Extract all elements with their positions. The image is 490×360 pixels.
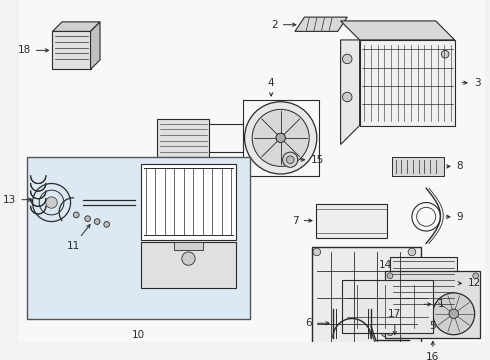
Bar: [312, 247, 421, 356]
Polygon shape: [91, 22, 100, 69]
Text: 12: 12: [458, 278, 481, 288]
Circle shape: [182, 252, 195, 265]
Circle shape: [433, 293, 475, 335]
Text: 6: 6: [305, 318, 329, 328]
Bar: [385, 271, 480, 338]
Bar: [27, 157, 250, 319]
Circle shape: [85, 216, 91, 221]
Circle shape: [449, 309, 459, 319]
Text: 7: 7: [292, 216, 312, 226]
Bar: [350, 255, 371, 276]
Circle shape: [276, 133, 286, 143]
Polygon shape: [360, 40, 455, 126]
Text: 18: 18: [17, 45, 49, 55]
Text: 4: 4: [268, 78, 274, 96]
Circle shape: [286, 156, 294, 163]
Polygon shape: [341, 40, 360, 144]
Polygon shape: [341, 21, 455, 40]
Bar: [141, 163, 236, 240]
Text: 13: 13: [3, 195, 31, 205]
Text: 3: 3: [462, 78, 480, 88]
Text: 8: 8: [446, 161, 463, 171]
Circle shape: [343, 92, 352, 102]
Circle shape: [408, 248, 416, 256]
Circle shape: [74, 212, 79, 218]
Circle shape: [283, 152, 298, 167]
Circle shape: [387, 330, 393, 336]
Text: 15: 15: [300, 155, 324, 165]
Circle shape: [441, 50, 449, 58]
Bar: [343, 280, 433, 333]
Circle shape: [46, 197, 57, 208]
Circle shape: [473, 273, 478, 279]
Bar: [141, 243, 236, 288]
Bar: [316, 204, 387, 238]
Polygon shape: [52, 22, 100, 31]
Text: 17: 17: [388, 310, 401, 335]
Text: 5: 5: [430, 321, 436, 332]
Circle shape: [343, 54, 352, 64]
Circle shape: [313, 343, 320, 351]
Polygon shape: [35, 171, 69, 233]
Text: 11: 11: [67, 225, 90, 251]
Text: 16: 16: [426, 341, 440, 360]
Bar: [174, 243, 203, 250]
Polygon shape: [52, 31, 91, 69]
Text: 1: 1: [424, 299, 444, 309]
Circle shape: [245, 102, 317, 174]
Text: 14: 14: [379, 260, 392, 270]
Circle shape: [382, 329, 389, 337]
Bar: [353, 258, 368, 273]
Circle shape: [252, 109, 309, 166]
Bar: [392, 157, 444, 176]
Text: 2: 2: [271, 20, 296, 30]
Bar: [243, 100, 318, 176]
Text: 9: 9: [446, 212, 463, 222]
Circle shape: [313, 248, 320, 256]
Circle shape: [387, 273, 393, 279]
Polygon shape: [295, 17, 347, 31]
Circle shape: [104, 221, 110, 227]
Bar: [390, 257, 457, 309]
Bar: [157, 119, 209, 157]
Circle shape: [95, 219, 100, 224]
Text: 10: 10: [131, 330, 145, 340]
